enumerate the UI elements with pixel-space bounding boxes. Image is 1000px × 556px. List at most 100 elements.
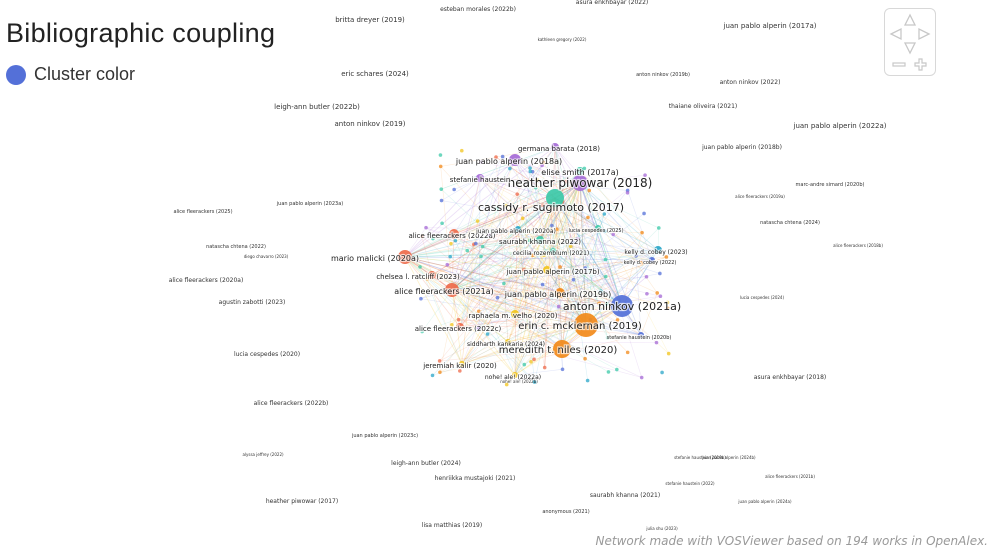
- node-label[interactable]: lucia cespedes (2020): [234, 351, 300, 358]
- minor-node[interactable]: [504, 203, 509, 208]
- network-node[interactable]: [654, 246, 662, 254]
- network-node[interactable]: [611, 295, 633, 317]
- minor-node[interactable]: [615, 367, 619, 372]
- node-label[interactable]: kelly d. cobey (2023): [623, 248, 688, 257]
- minor-node[interactable]: [504, 382, 509, 387]
- node-label[interactable]: heather piwowar (2018): [507, 175, 654, 191]
- minor-node[interactable]: [532, 357, 536, 362]
- network-node[interactable]: [576, 167, 584, 175]
- minor-node[interactable]: [575, 237, 580, 241]
- node-label[interactable]: alice fleerackers (2022c): [414, 324, 503, 334]
- node-label[interactable]: lucia cespedes (2025): [567, 227, 624, 235]
- node-label[interactable]: juan pablo alperin (2023c): [351, 433, 418, 439]
- minor-node[interactable]: [535, 178, 540, 182]
- network-node[interactable]: [505, 339, 511, 345]
- node-label[interactable]: meredith t. niles (2020): [498, 344, 619, 357]
- minor-node[interactable]: [585, 378, 590, 383]
- minor-node[interactable]: [431, 236, 435, 241]
- node-label[interactable]: anton ninkov (2019b): [636, 72, 690, 78]
- node-label[interactable]: stefanie haustein: [449, 175, 512, 185]
- node-label[interactable]: agustin zabotti (2023): [219, 299, 286, 306]
- network-node[interactable]: [555, 288, 565, 298]
- minor-node[interactable]: [474, 241, 478, 246]
- minor-node[interactable]: [625, 191, 630, 195]
- minor-node[interactable]: [658, 271, 662, 276]
- minor-node[interactable]: [495, 206, 500, 211]
- minor-node[interactable]: [660, 370, 664, 375]
- minor-node[interactable]: [605, 335, 610, 340]
- node-label[interactable]: henriikka mustajoki (2021): [435, 475, 516, 482]
- minor-node[interactable]: [485, 332, 490, 336]
- node-label[interactable]: alice fleerackers (2021a): [393, 286, 495, 297]
- node-label[interactable]: saurabh khanna (2022): [498, 237, 583, 247]
- network-node[interactable]: [476, 174, 484, 182]
- minor-node[interactable]: [445, 262, 450, 267]
- node-label[interactable]: lucia cespedes (2024): [740, 295, 785, 300]
- navigation-control[interactable]: [884, 8, 936, 76]
- node-label[interactable]: leigh-ann butler (2024): [391, 460, 461, 467]
- minor-node[interactable]: [495, 295, 500, 300]
- node-label[interactable]: leigh-ann butler (2022b): [274, 103, 360, 111]
- node-label[interactable]: juan pablo alperin (2020a): [474, 227, 557, 236]
- minor-node[interactable]: [665, 300, 670, 305]
- minor-node[interactable]: [520, 216, 525, 221]
- minor-node[interactable]: [568, 244, 573, 249]
- minor-node[interactable]: [656, 226, 661, 230]
- node-label[interactable]: thaiane oliveira (2021): [669, 103, 738, 110]
- network-node[interactable]: [553, 340, 571, 358]
- minor-node[interactable]: [448, 254, 452, 259]
- minor-node[interactable]: [639, 375, 644, 380]
- minor-node[interactable]: [615, 318, 620, 322]
- minor-node[interactable]: [419, 296, 423, 301]
- node-label[interactable]: britta dreyer (2019): [335, 16, 405, 24]
- minor-node[interactable]: [603, 274, 608, 279]
- network-node[interactable]: [511, 310, 519, 318]
- network-node[interactable]: [546, 189, 564, 207]
- node-label[interactable]: kelly d. cobey (2022): [623, 259, 678, 267]
- node-label[interactable]: alice fleerackers (2019a): [735, 194, 785, 199]
- minor-node[interactable]: [450, 323, 454, 327]
- pan-left-icon[interactable]: [889, 27, 902, 41]
- node-label[interactable]: alyssa jeffrey (2022): [242, 452, 284, 457]
- minor-node[interactable]: [603, 257, 608, 262]
- minor-node[interactable]: [571, 277, 576, 282]
- minor-node[interactable]: [540, 282, 545, 287]
- minor-node[interactable]: [522, 362, 527, 367]
- minor-node[interactable]: [521, 311, 525, 316]
- network-node[interactable]: [515, 226, 521, 232]
- node-label[interactable]: juan pablo alperin (2023a): [276, 201, 343, 207]
- minor-node[interactable]: [480, 244, 485, 249]
- node-label[interactable]: marc-andre simard (2020b): [796, 182, 865, 188]
- node-label[interactable]: juan pablo alperin (2018b): [701, 144, 782, 151]
- minor-node[interactable]: [550, 223, 554, 228]
- minor-node[interactable]: [654, 340, 659, 345]
- minor-node[interactable]: [611, 232, 616, 237]
- node-label[interactable]: mario malicki (2020a): [330, 253, 420, 264]
- minor-node[interactable]: [586, 215, 590, 220]
- zoom-in-icon[interactable]: [914, 58, 927, 71]
- minor-node[interactable]: [658, 294, 663, 299]
- minor-node[interactable]: [640, 230, 644, 235]
- node-label[interactable]: natascha chtena (2024): [760, 220, 820, 226]
- zoom-out-icon[interactable]: [892, 62, 906, 67]
- network-node[interactable]: [459, 361, 465, 367]
- minor-node[interactable]: [424, 225, 428, 230]
- node-label[interactable]: juan pablo alperin (2022a): [793, 122, 887, 130]
- node-label[interactable]: juan pablo alperin (2017a): [723, 22, 817, 30]
- minor-node[interactable]: [452, 187, 456, 192]
- minor-node[interactable]: [449, 241, 453, 246]
- node-label[interactable]: stefanie haustein (2019b): [674, 455, 726, 460]
- minor-node[interactable]: [502, 281, 506, 286]
- network-node[interactable]: [456, 323, 464, 331]
- minor-node[interactable]: [560, 367, 565, 372]
- minor-node[interactable]: [599, 289, 603, 293]
- minor-node[interactable]: [528, 169, 533, 174]
- network-node[interactable]: [638, 332, 644, 338]
- node-label[interactable]: asura enkhbayar (2018): [754, 374, 826, 381]
- node-label[interactable]: alice fleerackers (2021b): [765, 474, 815, 479]
- node-label[interactable]: juan pablo alperin (2017b): [504, 267, 601, 277]
- node-label[interactable]: anton ninkov (2021a): [562, 299, 682, 314]
- node-label[interactable]: erin c. mckiernan (2019): [517, 320, 643, 333]
- node-label[interactable]: juan pablo alperin (2024a): [737, 499, 792, 504]
